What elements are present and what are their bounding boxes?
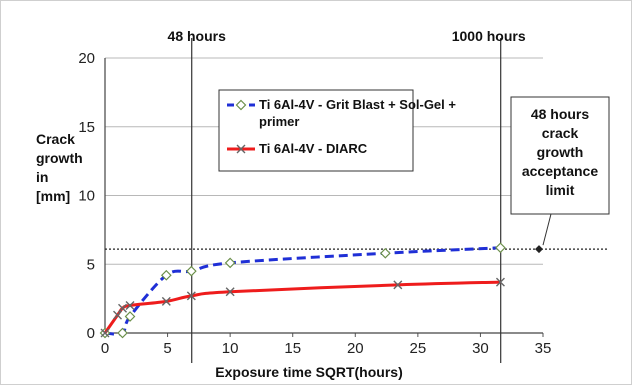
annotation-text-line: limit <box>546 182 575 198</box>
acceptance-limit-marker <box>535 245 543 254</box>
y-axis-title-line: [mm] <box>36 188 70 204</box>
y-tick-label: 0 <box>87 325 95 342</box>
data-point-diamond <box>117 327 128 339</box>
annotation-pointer <box>542 213 552 246</box>
legend-label-1-line1: Ti 6Al-4V - Grit Blast + Sol-Gel + <box>259 97 456 112</box>
x-axis-title: Exposure time SQRT(hours) <box>215 364 402 380</box>
data-point-x <box>161 296 171 306</box>
x-tick-label: 20 <box>347 340 364 357</box>
data-point-diamond <box>186 265 197 277</box>
y-axis-title-line: in <box>36 169 48 185</box>
data-point-diamond <box>224 257 236 269</box>
data-point-x <box>113 310 123 320</box>
x-tick-label: 30 <box>472 340 489 357</box>
data-point-diamond <box>495 242 506 254</box>
y-tick-label: 10 <box>78 188 95 205</box>
data-point-x <box>125 301 135 310</box>
data-point-x <box>225 287 235 297</box>
y-axis-title-line: Crack <box>36 131 75 147</box>
legend-label-1: Ti 6Al-4V - Grit Blast + Sol-Gel + primer <box>259 97 456 129</box>
data-point-x <box>118 303 128 313</box>
y-axis-title-line: growth <box>36 150 83 166</box>
legend-label-1-line2: primer <box>259 114 299 129</box>
x-tick-label: 0 <box>101 340 109 357</box>
vertical-marker-label: 48 hours <box>168 28 227 44</box>
data-point-x <box>186 291 196 301</box>
vertical-marker-label: 1000 hours <box>452 28 526 44</box>
data-point-diamond <box>379 247 391 259</box>
x-tick-label: 25 <box>410 340 427 357</box>
data-point-diamond <box>160 269 172 281</box>
y-tick-label: 5 <box>87 256 95 273</box>
x-tick-label: 10 <box>222 340 239 357</box>
annotation-text-line: acceptance <box>522 163 598 179</box>
annotation-text-line: growth <box>537 144 584 160</box>
y-tick-label: 20 <box>78 50 95 67</box>
legend-label-2: Ti 6Al-4V - DIARC <box>259 141 368 156</box>
annotation-text-line: crack <box>542 125 579 141</box>
series-line-1 <box>104 246 501 336</box>
series-line-2 <box>103 280 501 334</box>
x-tick-label: 15 <box>284 340 301 357</box>
data-point-diamond <box>124 311 136 322</box>
data-point-x <box>495 277 505 287</box>
x-tick-label: 5 <box>163 340 171 357</box>
x-tick-label: 35 <box>535 340 552 357</box>
annotation-box <box>510 96 610 215</box>
legend-marker-x <box>236 144 246 154</box>
annotation-text-line: 48 hours <box>531 106 590 122</box>
legend-marker-diamond <box>235 99 247 111</box>
data-point-x <box>100 328 110 338</box>
data-point-x <box>393 280 403 290</box>
y-tick-label: 15 <box>78 119 95 136</box>
